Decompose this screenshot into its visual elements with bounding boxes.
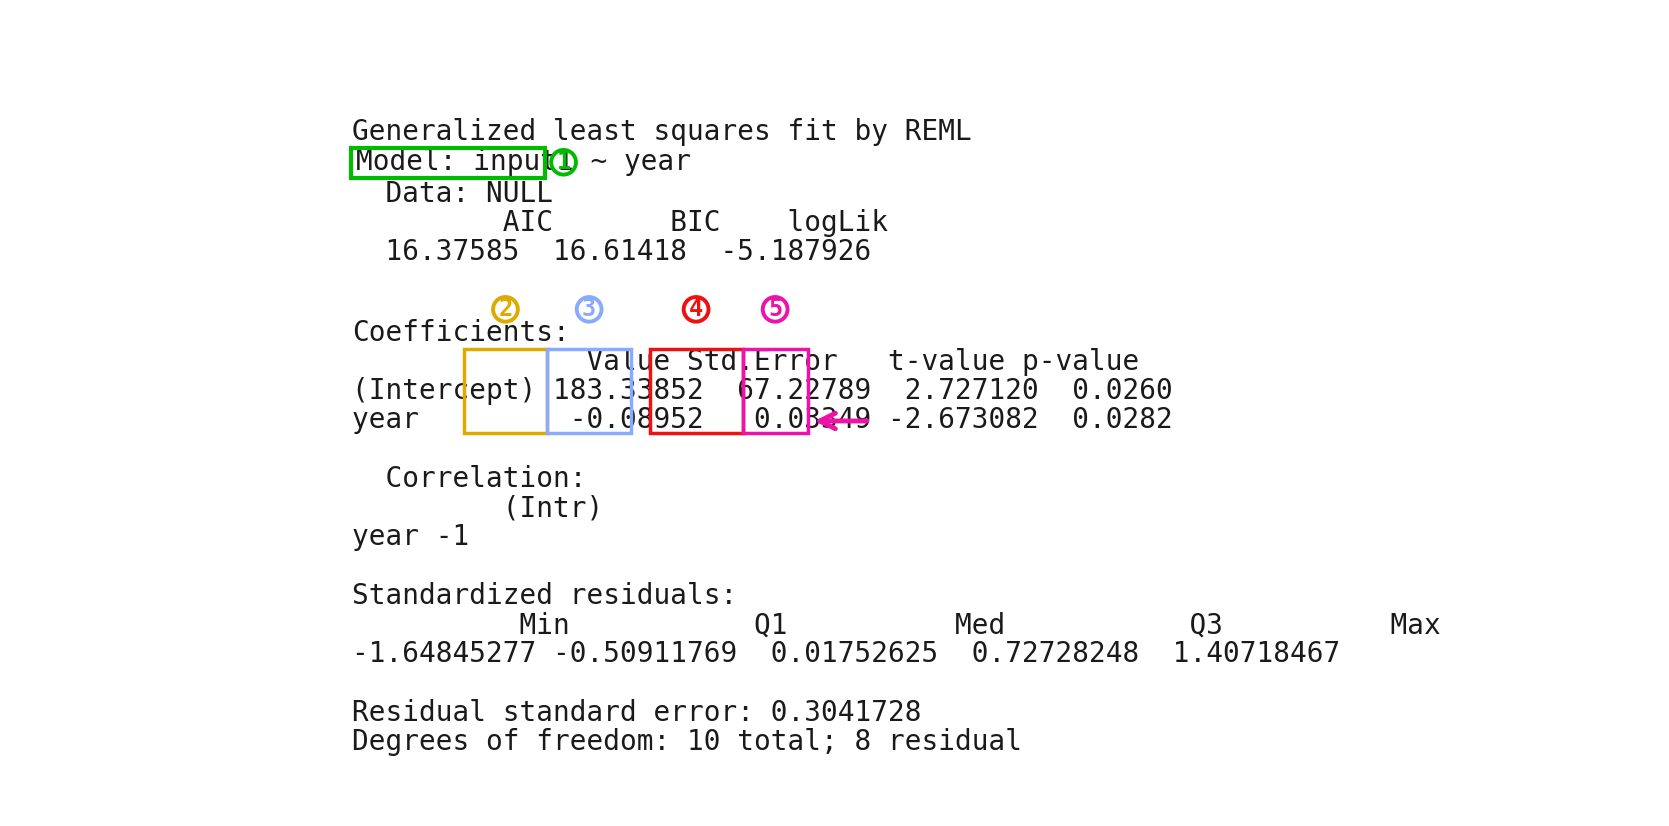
Text: year         -0.08952   0.03349 -2.673082  0.0282: year -0.08952 0.03349 -2.673082 0.0282 <box>352 406 1173 434</box>
Text: year -1: year -1 <box>352 524 469 552</box>
Text: Correlation:: Correlation: <box>352 465 586 493</box>
Text: Min           Q1          Med           Q3          Max: Min Q1 Med Q3 Max <box>352 611 1440 639</box>
Bar <box>649 349 743 433</box>
Text: Coefficients:: Coefficients: <box>352 319 569 347</box>
Text: 2: 2 <box>499 297 512 321</box>
Bar <box>547 349 631 433</box>
Text: Model: input1 ~ year: Model: input1 ~ year <box>355 148 691 176</box>
Text: 1: 1 <box>556 150 571 174</box>
Text: 3: 3 <box>582 297 596 321</box>
Text: AIC       BIC    logLik: AIC BIC logLik <box>352 209 888 237</box>
Text: Residual standard error: 0.3041728: Residual standard error: 0.3041728 <box>352 699 921 727</box>
Text: Data: NULL: Data: NULL <box>352 180 552 208</box>
Text: 16.37585  16.61418  -5.187926: 16.37585 16.61418 -5.187926 <box>352 239 871 267</box>
Bar <box>743 349 808 433</box>
Text: 5: 5 <box>768 297 783 321</box>
Text: (Intr): (Intr) <box>352 494 603 522</box>
Bar <box>350 148 546 178</box>
Text: Generalized least squares fit by REML: Generalized least squares fit by REML <box>352 118 971 146</box>
Bar <box>464 349 547 433</box>
Text: (Intercept) 183.33852  67.22789  2.727120  0.0260: (Intercept) 183.33852 67.22789 2.727120 … <box>352 377 1173 405</box>
Text: 4: 4 <box>689 297 703 321</box>
Text: Degrees of freedom: 10 total; 8 residual: Degrees of freedom: 10 total; 8 residual <box>352 729 1021 757</box>
Text: -1.64845277 -0.50911769  0.01752625  0.72728248  1.40718467: -1.64845277 -0.50911769 0.01752625 0.727… <box>352 640 1340 668</box>
Text: Value Std.Error   t-value p-value: Value Std.Error t-value p-value <box>352 348 1140 376</box>
Text: Standardized residuals:: Standardized residuals: <box>352 582 738 610</box>
